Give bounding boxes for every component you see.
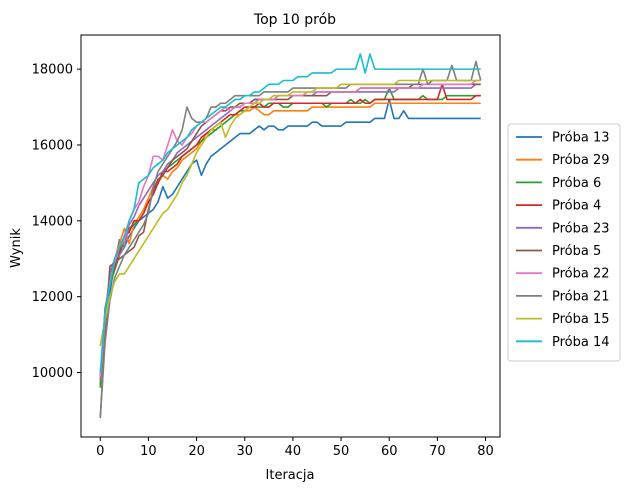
legend-label-9: Próba 15 [552,312,610,327]
series-line-6 [99,83,481,419]
legend: Próba 13 Próba 29 Próba 6 Próba 4 Próba 23 Pr… [507,123,621,362]
x-axis: 0 10 20 30 40 50 60 70 80 [96,437,494,459]
x-tick-label: 10 [140,444,157,459]
x-tick-label: 70 [429,444,446,459]
x-tick-label: 40 [285,444,302,459]
legend-label-8: Próba 21 [552,289,610,304]
legend-label-5: Próba 23 [552,221,610,236]
y-axis-label: Wynik [9,228,24,268]
series-line-10 [99,53,481,373]
y-axis: 10000 12000 14000 16000 18000 [32,63,81,381]
series-line-5 [99,83,481,381]
x-tick-label: 0 [96,444,104,459]
y-tick-label: 14000 [32,214,73,229]
legend-label-3: Próba 6 [552,176,601,191]
x-tick-label: 20 [188,444,205,459]
series-line-8 [99,60,482,419]
plot-area [80,34,501,438]
legend-label-4: Próba 4 [552,199,601,214]
legend-label-7: Próba 22 [552,267,610,282]
y-tick-label: 10000 [32,366,73,381]
y-tick-label: 12000 [32,290,73,305]
series-line-7 [99,79,481,377]
x-axis-label: Iteracja [266,468,315,483]
legend-label-6: Próba 5 [552,244,601,259]
chart-title: Top 10 prób [253,12,336,28]
series-line-9 [99,79,481,347]
series-line-4 [99,83,481,377]
legend-label-10: Próba 14 [552,335,610,350]
legend-label-2: Próba 29 [552,153,610,168]
series-line-2 [99,102,481,388]
y-tick-label: 16000 [32,138,73,153]
y-tick-label: 18000 [32,63,73,78]
plot-frame [80,34,501,438]
x-tick-label: 30 [236,444,253,459]
x-tick-label: 80 [477,444,494,459]
series-line-3 [99,87,481,388]
legend-label-1: Próba 13 [552,131,610,146]
x-tick-label: 50 [333,444,350,459]
series-line-1 [99,98,481,384]
x-tick-label: 60 [381,444,398,459]
